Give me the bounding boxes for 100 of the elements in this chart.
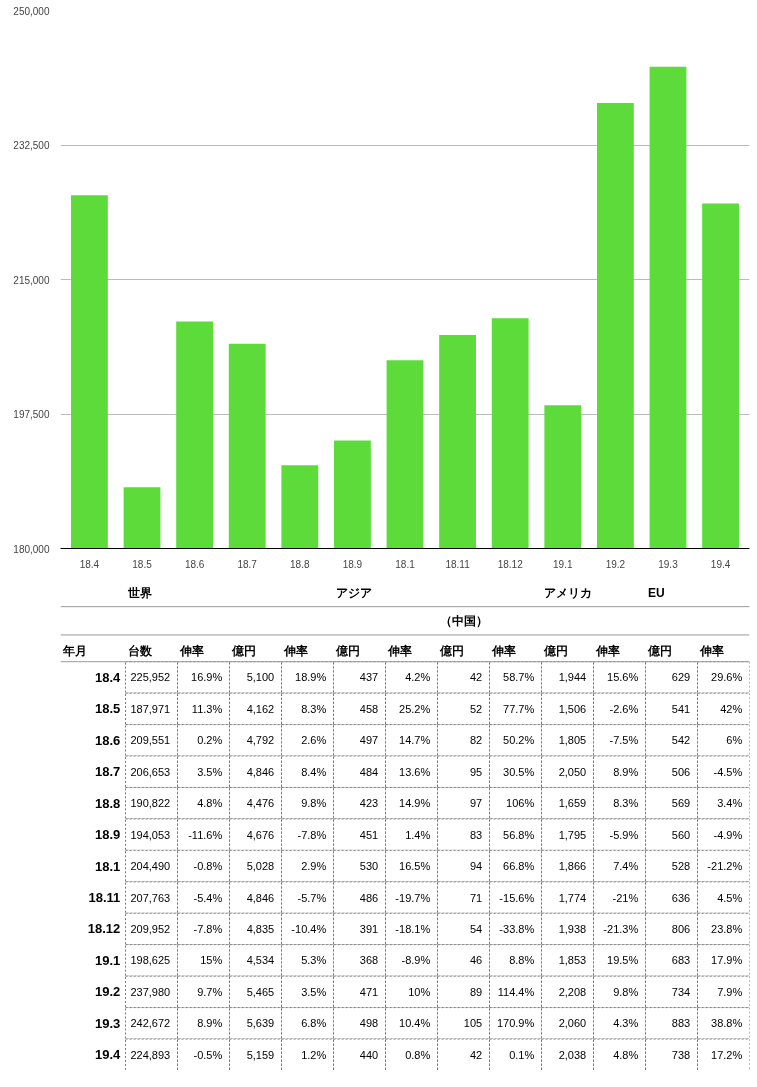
text: 458 xyxy=(359,702,379,715)
text: 4,792 xyxy=(246,734,275,747)
text: 7.9% xyxy=(717,985,743,998)
text: 9.8% xyxy=(613,985,639,998)
text: 7.4% xyxy=(613,860,639,873)
category-label: 18.9 xyxy=(95,827,121,843)
text: 207,763 xyxy=(130,891,171,904)
text: 8.3% xyxy=(613,797,639,810)
text: -4.5% xyxy=(713,765,743,778)
category-label: 億円 xyxy=(439,643,465,658)
text: アジア xyxy=(336,585,373,600)
x-tick-label: 18.11 xyxy=(445,558,471,570)
text: 15.6% xyxy=(607,671,639,684)
text: 52 xyxy=(469,702,483,715)
text: 636 xyxy=(671,891,691,904)
text: 4.5% xyxy=(717,891,743,904)
category-label: 伸率 xyxy=(387,643,413,658)
text: 1,506 xyxy=(558,702,587,715)
text: 18.9% xyxy=(295,671,327,684)
text: 1.4% xyxy=(405,828,431,841)
text: 6% xyxy=(726,734,743,747)
text: 560 xyxy=(671,828,691,841)
text: -7.8% xyxy=(297,828,327,841)
text: -19.7% xyxy=(395,891,431,904)
category-label: 伸率 xyxy=(595,643,621,658)
text: 3.4% xyxy=(717,797,743,810)
category-label: 19.3 xyxy=(95,1015,121,1031)
category-label: 伸率 xyxy=(283,643,309,658)
text: 4.8% xyxy=(613,1048,639,1061)
category-label: 18.6 xyxy=(95,732,121,748)
text: 17.9% xyxy=(711,954,743,967)
y-tick-label: 250,000 xyxy=(13,5,50,17)
text: 8.9% xyxy=(197,1017,223,1030)
category-label: 台数 xyxy=(128,643,154,658)
text: -5.4% xyxy=(193,891,223,904)
category-label: 億円 xyxy=(231,643,257,658)
y-tick-label: 180,000 xyxy=(13,543,50,555)
text: 46 xyxy=(469,954,483,967)
text: 2,050 xyxy=(558,765,587,778)
text: EU xyxy=(648,585,665,600)
text: 5,100 xyxy=(246,671,275,684)
text: 16.5% xyxy=(399,860,431,873)
text: 368 xyxy=(359,954,379,967)
text: 437 xyxy=(359,671,379,684)
text: 209,952 xyxy=(130,922,171,935)
text: 15% xyxy=(200,954,223,967)
text: 471 xyxy=(359,985,379,998)
text: 5,028 xyxy=(246,860,275,873)
text: 4,846 xyxy=(246,891,275,904)
text: 683 xyxy=(671,954,691,967)
text: 883 xyxy=(671,1017,691,1030)
text: 2,208 xyxy=(558,985,587,998)
text: 4.3% xyxy=(613,1017,639,1030)
text: 391 xyxy=(359,922,379,935)
text: 8.4% xyxy=(301,765,327,778)
text: （中国） xyxy=(440,613,489,628)
text: 498 xyxy=(359,1017,379,1030)
text: 2,060 xyxy=(558,1017,587,1030)
text: 14.7% xyxy=(399,734,431,747)
text: 569 xyxy=(671,797,691,810)
text: 6.8% xyxy=(301,1017,327,1030)
text: 423 xyxy=(359,797,379,810)
text: -11.6% xyxy=(188,828,223,841)
text: 83 xyxy=(469,828,483,841)
text: -0.8% xyxy=(193,860,223,873)
category-label: 18.1 xyxy=(95,858,121,874)
text: 77.7% xyxy=(503,702,535,715)
text: 10.4% xyxy=(399,1017,431,1030)
category-label: 19.1 xyxy=(95,952,121,968)
text: 8.8% xyxy=(509,954,535,967)
text: 1,938 xyxy=(558,922,587,935)
category-label: 18.12 xyxy=(87,921,121,937)
text: 5.3% xyxy=(301,954,327,967)
category-label: 18.7 xyxy=(95,764,121,780)
text: 528 xyxy=(671,860,691,873)
text: 38.8% xyxy=(711,1017,743,1030)
x-tick-label: 19.1 xyxy=(553,558,573,570)
text: 19.5% xyxy=(607,954,639,967)
text: 542 xyxy=(671,734,691,747)
text: 5,465 xyxy=(246,985,275,998)
text: -5.9% xyxy=(609,828,639,841)
text: 4,476 xyxy=(246,797,275,810)
text: -5.7% xyxy=(297,891,327,904)
text: 1,866 xyxy=(558,860,587,873)
text: 451 xyxy=(359,828,379,841)
text: -21% xyxy=(612,891,639,904)
text: 224,893 xyxy=(130,1048,171,1061)
text: 530 xyxy=(359,860,379,873)
text: 95 xyxy=(469,765,483,778)
text: 1,944 xyxy=(558,671,587,684)
text: -15.6% xyxy=(499,891,535,904)
text: 225,952 xyxy=(130,671,171,684)
text: 206,653 xyxy=(130,765,171,778)
y-tick-label: 232,500 xyxy=(13,140,50,151)
text: 8.3% xyxy=(301,702,327,715)
text: 484 xyxy=(359,765,379,778)
text: 2.9% xyxy=(301,860,327,873)
text: 4,534 xyxy=(246,954,275,967)
text: 71 xyxy=(469,891,483,904)
text: 82 xyxy=(469,734,483,747)
